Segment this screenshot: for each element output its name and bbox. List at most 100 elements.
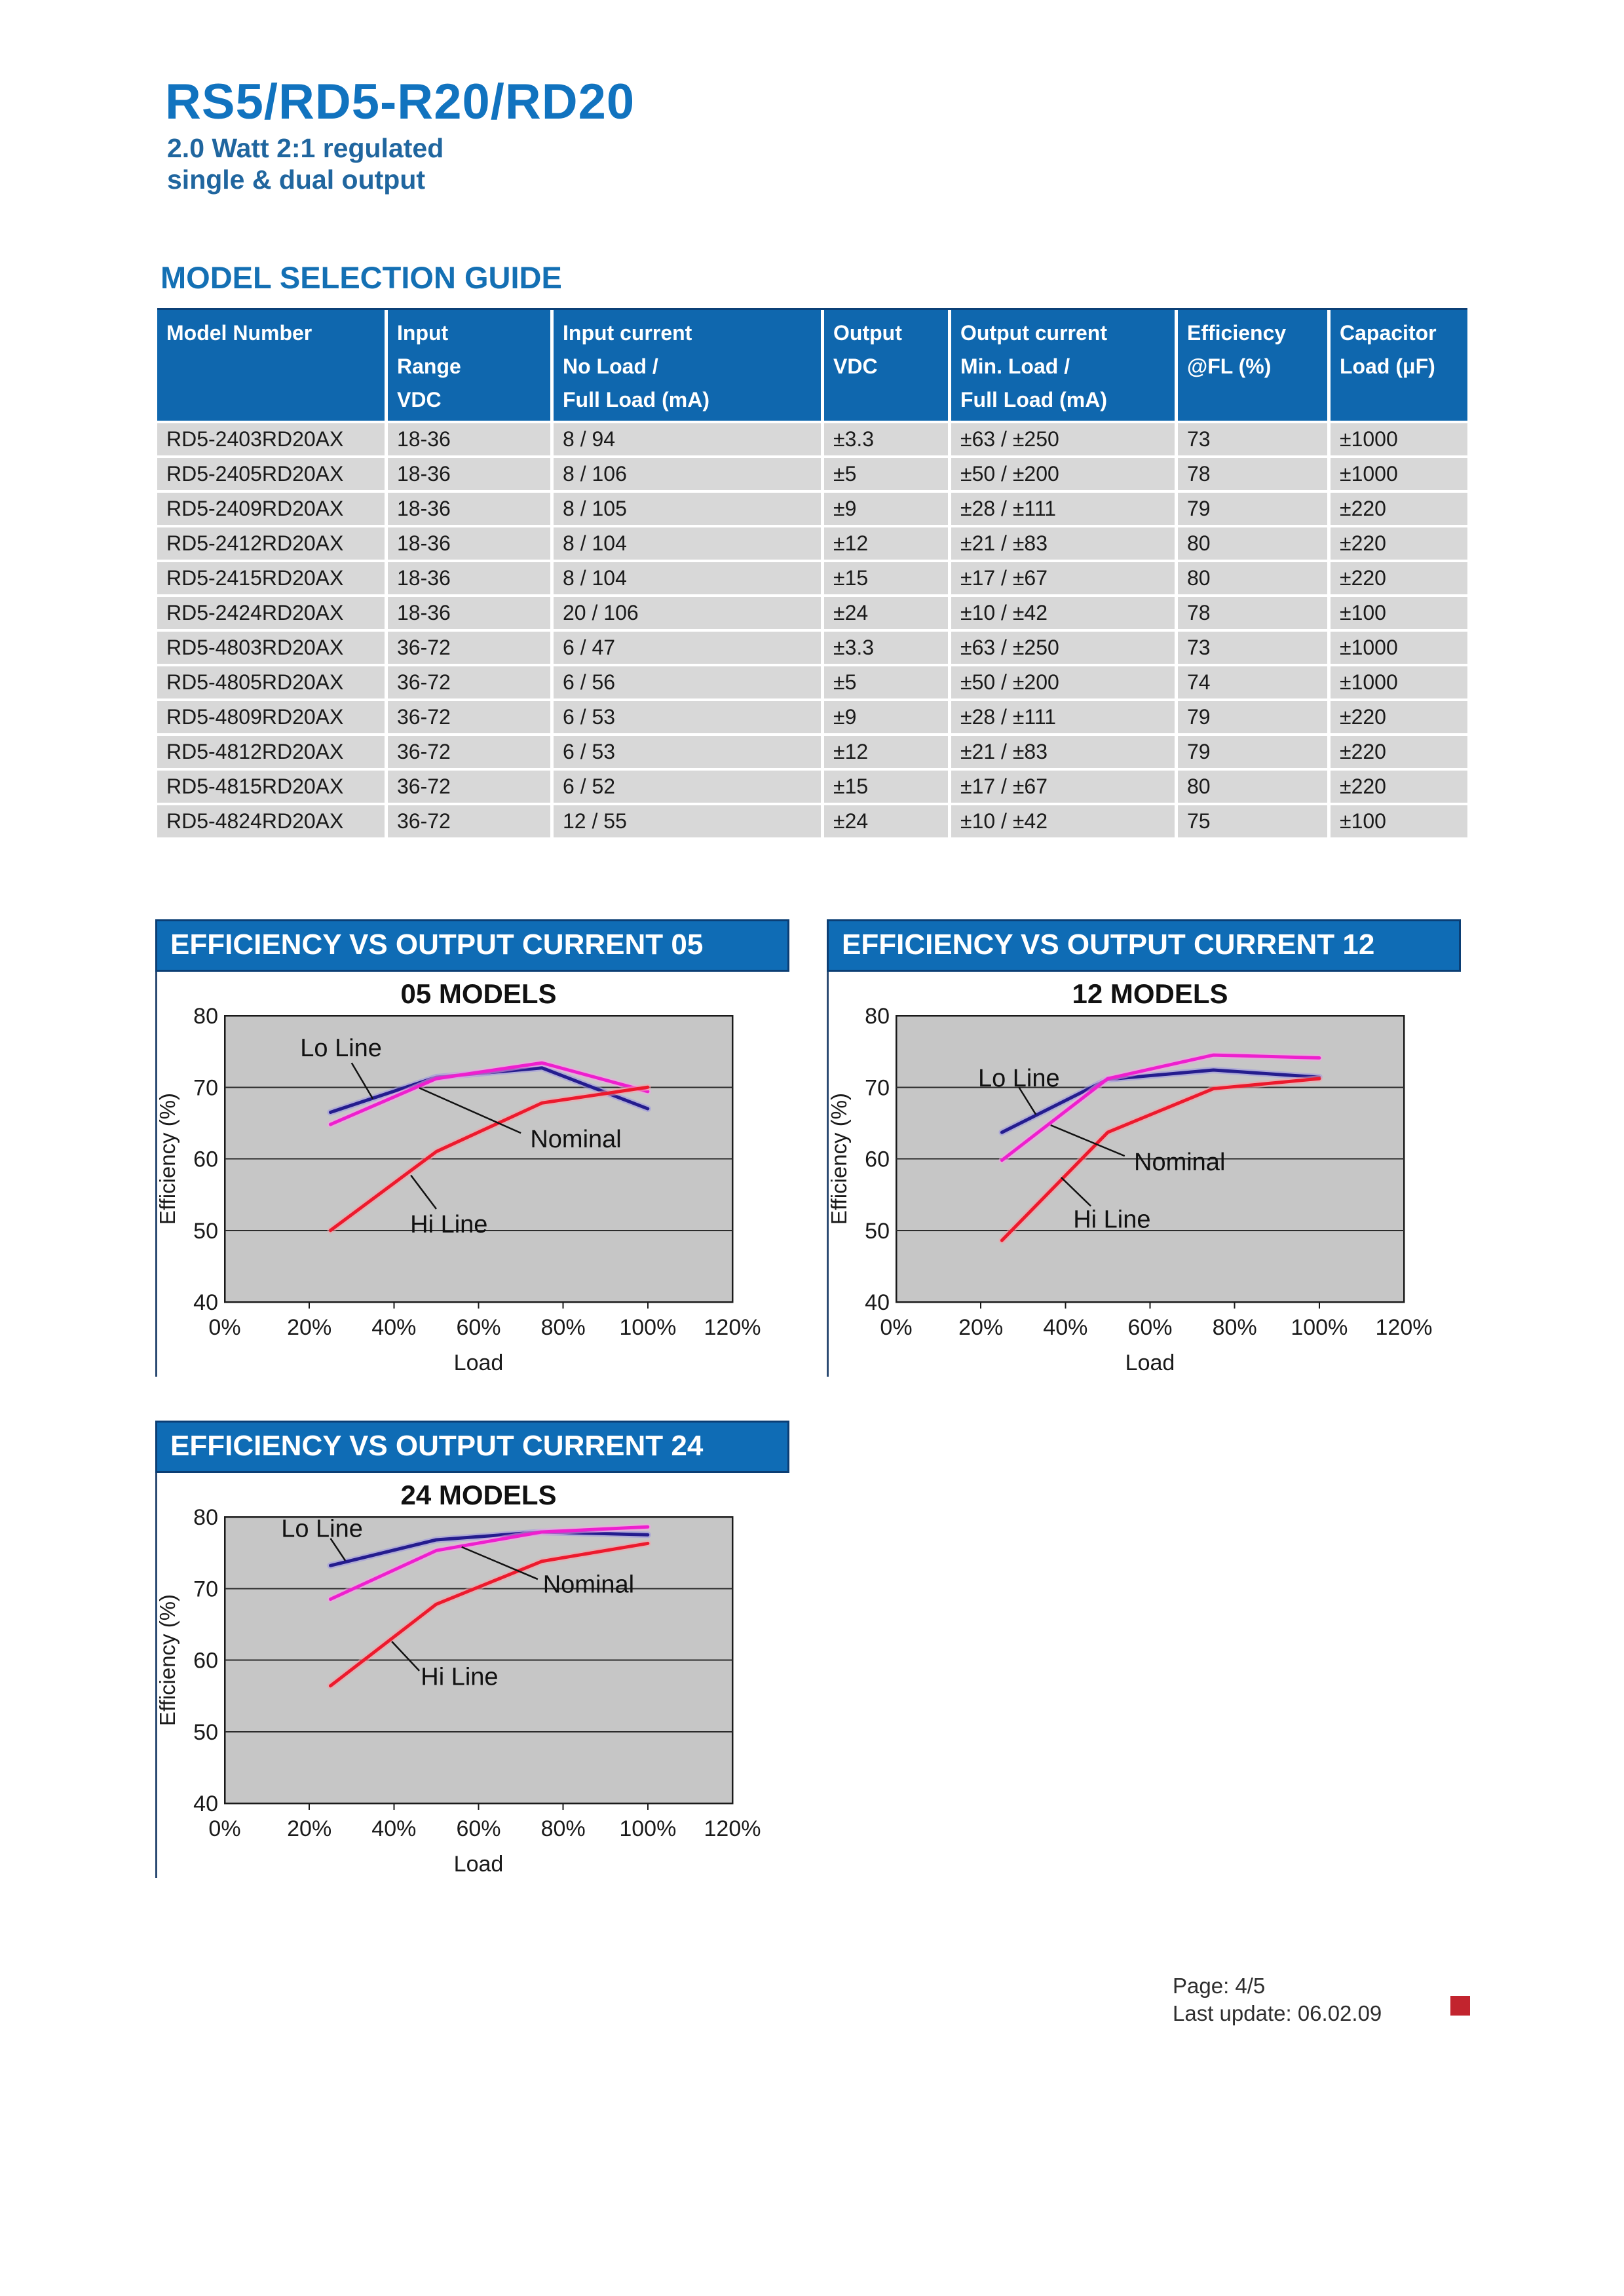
table-cell: ±17 / ±67 [948,562,1175,594]
x-tick-label-80: 80% [1213,1315,1257,1340]
x-tick-label-80: 80% [541,1816,586,1841]
chart-canvas-05: 80 70 60 50 400% 20% 40% 60% 80% 100% 120% 05 MODEL… [155,978,761,1375]
table-header-cell-3: Output VDC [821,310,948,421]
table-cell: 18-36 [385,458,550,490]
table-cell: 79 [1175,736,1327,768]
table-cell: ±5 [821,666,948,698]
table-cell: ±220 [1327,493,1467,525]
page-subtitle-line1: 2.0 Watt 2:1 regulated [167,133,444,163]
y-tick-label-80: 80 [865,1004,890,1029]
chart-title: 12 MODELS [1072,978,1228,1009]
table-row: RD5-2415RD20AX 18-36 8 / 104 ±15 ±17 / ±67 80… [157,562,1467,594]
table-row: RD5-4812RD20AX 36-72 6 / 53 ±12 ±21 / ±83 79 ±… [157,736,1467,768]
table-cell: ±100 [1327,597,1467,629]
x-tick-label-100: 100% [619,1315,676,1340]
x-tick-label-80: 80% [541,1315,586,1340]
brand-red-square [1450,1996,1470,2016]
page-title: RS5/RD5-R20/RD20 [165,74,635,130]
model-table-body: RD5-2403RD20AX 18-36 8 / 94 ±3.3 ±63 / ±250 7… [157,423,1467,837]
y-tick-label-80: 80 [193,1004,218,1029]
table-header-cell-0: Model Number [157,310,385,421]
table-cell: RD5-2424RD20AX [157,597,385,629]
table-cell: 6 / 53 [550,701,821,733]
x-tick-label-20: 20% [287,1315,331,1340]
y-tick-label-50: 50 [193,1720,218,1745]
table-cell: 20 / 106 [550,597,821,629]
table-cell: RD5-4824RD20AX [157,805,385,837]
table-cell: 74 [1175,666,1327,698]
table-header-line: Efficiency [1187,321,1287,345]
table-header-line: VDC [397,388,442,411]
model-table-head: Model Number Input Range VDC Input current No… [157,308,1467,421]
chart-canvas-24: 80 70 60 50 400% 20% 40% 60% 80% 100% 120% 24 MODEL… [155,1480,761,1877]
table-cell: 8 / 105 [550,493,821,525]
x-tick-label-20: 20% [287,1816,331,1841]
series-lo-line [1000,1068,1321,1134]
table-header-line: Output current [960,321,1107,345]
table-cell: RD5-2415RD20AX [157,562,385,594]
table-header-cell-1: Input Range VDC [385,310,550,421]
table-header-line: Load (μF) [1340,354,1435,378]
x-tick-label-40: 40% [371,1816,416,1841]
x-tick-label-60: 60% [1127,1315,1172,1340]
x-tick-label-100: 100% [1291,1315,1348,1340]
table-row: RD5-2412RD20AX 18-36 8 / 104 ±12 ±21 / ±83 80… [157,527,1467,560]
table-cell: 18-36 [385,562,550,594]
table-cell: 80 [1175,562,1327,594]
table-cell: 36-72 [385,701,550,733]
table-cell: 12 / 55 [550,805,821,837]
table-cell: RD5-4805RD20AX [157,666,385,698]
annotation-label: Nominal [1134,1149,1225,1176]
table-cell: ±10 / ±42 [948,805,1175,837]
table-cell: ±1000 [1327,458,1467,490]
table-cell: 78 [1175,458,1327,490]
table-cell: 78 [1175,597,1327,629]
table-cell: ±9 [821,701,948,733]
series-hi-line [328,1541,650,1688]
annotation-callout [1018,1086,1037,1115]
table-row: RD5-4803RD20AX 36-72 6 / 47 ±3.3 ±63 / ±250 7… [157,632,1467,664]
table-cell: 8 / 104 [550,562,821,594]
table-cell: ±220 [1327,562,1467,594]
table-cell: 36-72 [385,771,550,803]
table-header-line: Full Load (mA) [960,388,1107,411]
table-row: RD5-4805RD20AX 36-72 6 / 56 ±5 ±50 / ±200 74 ±… [157,666,1467,698]
y-axis-label: Efficiency (%) [155,1093,179,1225]
table-cell: 36-72 [385,805,550,837]
x-tick-label-120: 120% [704,1816,761,1841]
model-selection-table: Model Number Input Range VDC Input current No… [157,308,1467,837]
annotation-label: Nominal [543,1571,634,1599]
table-header-line: @FL (%) [1187,354,1272,378]
table-cell: 8 / 106 [550,458,821,490]
table-cell: RD5-4809RD20AX [157,701,385,733]
y-tick-label-70: 70 [193,1577,218,1601]
table-cell: 18-36 [385,527,550,560]
table-cell: 79 [1175,701,1327,733]
table-cell: ±50 / ±200 [948,666,1175,698]
x-tick-label-120: 120% [704,1315,761,1340]
table-cell: 73 [1175,632,1327,664]
x-tick-label-0: 0% [208,1315,240,1340]
y-tick-label-40: 40 [865,1290,890,1315]
table-cell: 18-36 [385,597,550,629]
table-row: RD5-4824RD20AX 36-72 12 / 55 ±24 ±10 / ±42 75… [157,805,1467,837]
y-tick-label-80: 80 [193,1505,218,1530]
table-cell: RD5-2403RD20AX [157,423,385,455]
table-cell: RD5-4803RD20AX [157,632,385,664]
table-cell: 80 [1175,527,1327,560]
series-hi-line [328,1085,650,1233]
table-header-line: No Load / [563,354,658,378]
annotation-callout [391,1641,420,1672]
y-tick-label-70: 70 [865,1075,890,1100]
chart-header-bar-05: EFFICIENCY VS OUTPUT CURRENT 05 [155,919,789,972]
table-header-line: VDC [833,354,878,378]
table-cell: 6 / 47 [550,632,821,664]
table-cell: ±21 / ±83 [948,527,1175,560]
footer-last-update: Last update: 06.02.09 [1173,2001,1382,2025]
x-tick-label-20: 20% [958,1315,1003,1340]
table-header-line: Full Load (mA) [563,388,709,411]
annotation-callout [350,1062,374,1100]
table-cell: ±12 [821,527,948,560]
series-nominal [328,1061,650,1126]
table-header-line: Model Number [166,321,312,345]
